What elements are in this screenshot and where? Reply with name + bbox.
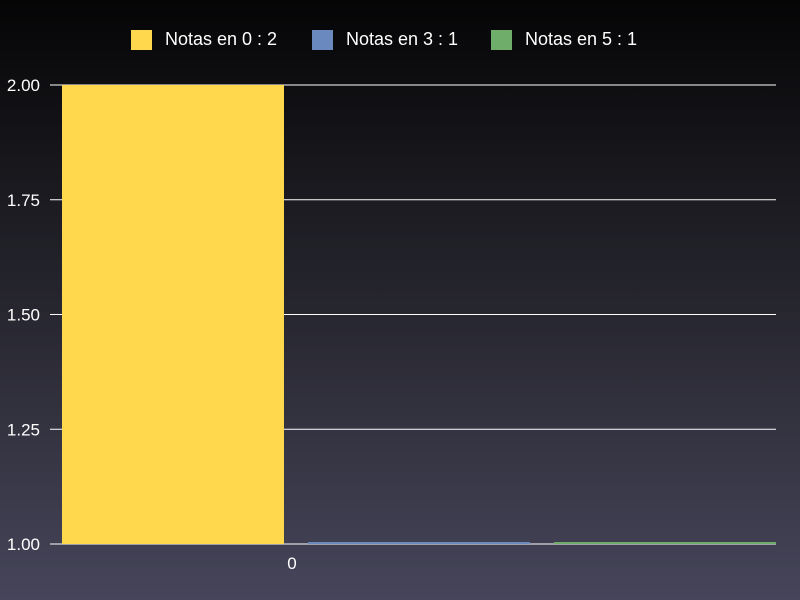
legend-label: Notas en 0 : 2 (165, 29, 277, 49)
y-tick-label: 1.00 (7, 535, 40, 554)
legend-label: Notas en 3 : 1 (346, 29, 458, 49)
x-tick-label: 0 (287, 554, 296, 573)
legend-item[interactable]: Notas en 0 : 2 (131, 29, 277, 50)
legend-swatch (131, 30, 152, 50)
y-tick-label: 1.50 (7, 306, 40, 325)
x-axis-tick-labels: 0 (287, 554, 296, 573)
legend-item[interactable]: Notas en 5 : 1 (491, 29, 637, 50)
legend-swatch (491, 30, 512, 50)
legend-label: Notas en 5 : 1 (525, 29, 637, 49)
bars (62, 85, 776, 544)
legend-swatch (312, 30, 333, 50)
y-tick-label: 1.75 (7, 191, 40, 210)
legend: Notas en 0 : 2 Notas en 3 : 1 Notas en 5 :… (131, 29, 637, 50)
y-axis-tick-labels: 1.00 1.25 1.50 1.75 2.00 (7, 76, 40, 554)
bar-series-1 (308, 542, 530, 544)
bar-series-0 (62, 85, 284, 544)
y-tick-label: 1.25 (7, 420, 40, 439)
legend-item[interactable]: Notas en 3 : 1 (312, 29, 458, 50)
bar-series-2 (554, 542, 776, 544)
y-tick-label: 2.00 (7, 76, 40, 95)
